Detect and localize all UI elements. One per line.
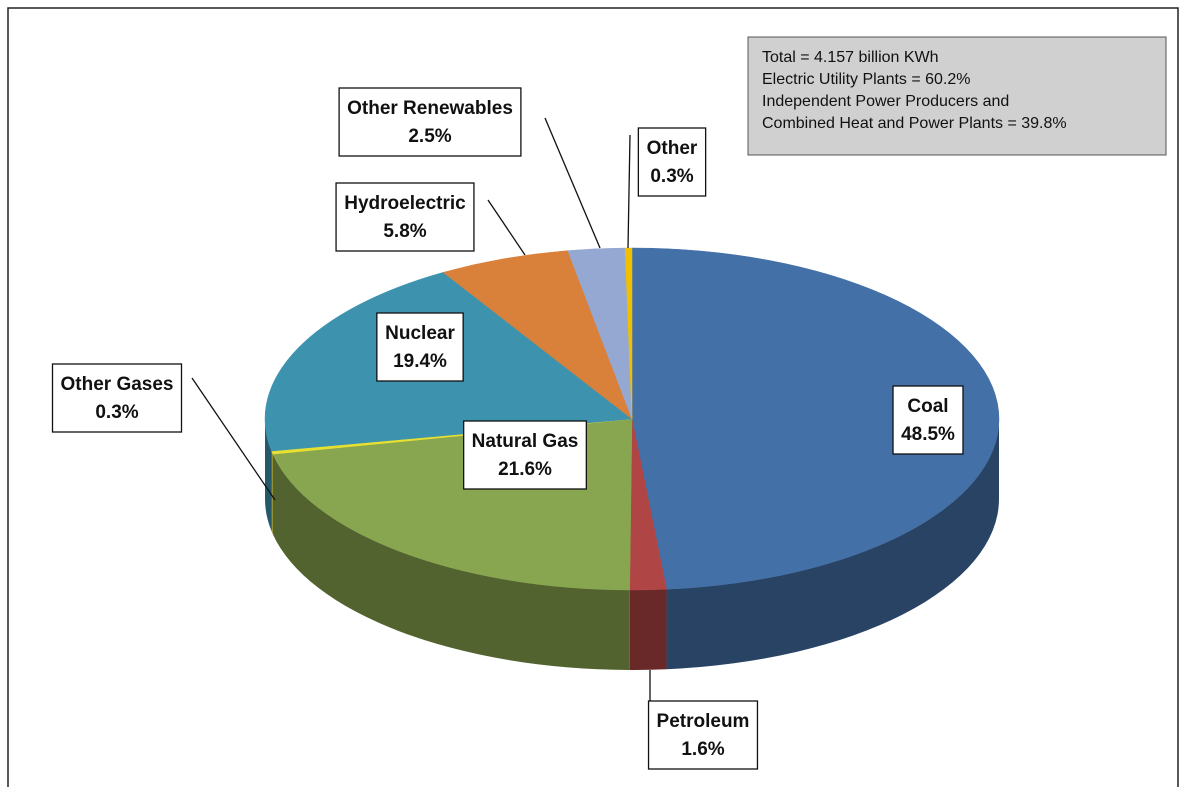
note-line: Combined Heat and Power Plants = 39.8% — [762, 115, 1067, 132]
label-box — [892, 385, 964, 455]
slice — [442, 250, 633, 420]
label-box — [376, 312, 464, 382]
data-label: Coal 48.5% — [892, 385, 964, 455]
slice-side — [272, 454, 630, 670]
data-label: Natural Gas 21.6% — [463, 420, 587, 490]
slice-side — [629, 589, 667, 671]
label-box — [463, 420, 587, 490]
label-box — [51, 363, 183, 433]
value-label: 0.3% — [95, 402, 138, 423]
leader-line — [487, 199, 526, 256]
category-label: Petroleum — [657, 711, 750, 732]
frame — [7, 7, 1179, 787]
slice-side — [271, 451, 273, 535]
category-label: Other Renewables — [347, 98, 513, 119]
data-label: Nuclear 19.4% — [376, 312, 464, 382]
value-label: 5.8% — [383, 221, 426, 242]
slice-side — [666, 419, 999, 670]
value-label: 1.6% — [681, 739, 724, 760]
value-label: 2.5% — [408, 126, 451, 147]
label-box — [338, 87, 522, 157]
info-box — [747, 36, 1167, 156]
data-label: Other Renewables 2.5% — [338, 87, 522, 157]
leader-line — [544, 117, 601, 249]
category-label: Coal — [907, 396, 948, 417]
slice — [631, 247, 1000, 590]
leader-line — [627, 134, 631, 249]
note-line: Electric Utility Plants = 60.2% — [762, 71, 971, 88]
note-line: Total = 4.157 billion KWh — [762, 49, 939, 66]
value-label: 48.5% — [901, 424, 955, 445]
value-label: 19.4% — [393, 351, 447, 372]
value-label: 21.6% — [498, 459, 552, 480]
label-box — [335, 182, 475, 252]
label-box — [647, 700, 759, 770]
category-label: Natural Gas — [472, 431, 579, 452]
data-label: Other Gases 0.3% — [51, 363, 183, 433]
leader-line — [191, 377, 276, 501]
label-box — [637, 127, 707, 197]
category-label: Nuclear — [385, 323, 455, 344]
data-label: Hydroelectric 5.8% — [335, 182, 475, 252]
data-label: Other 0.3% — [637, 127, 707, 197]
note-line: Independent Power Producers and — [762, 93, 1009, 110]
category-label: Other — [647, 138, 698, 159]
value-label: 0.3% — [650, 166, 693, 187]
data-label: Petroleum 1.6% — [647, 700, 759, 770]
category-label: Hydroelectric — [344, 193, 466, 214]
category-label: Other Gases — [61, 374, 174, 395]
